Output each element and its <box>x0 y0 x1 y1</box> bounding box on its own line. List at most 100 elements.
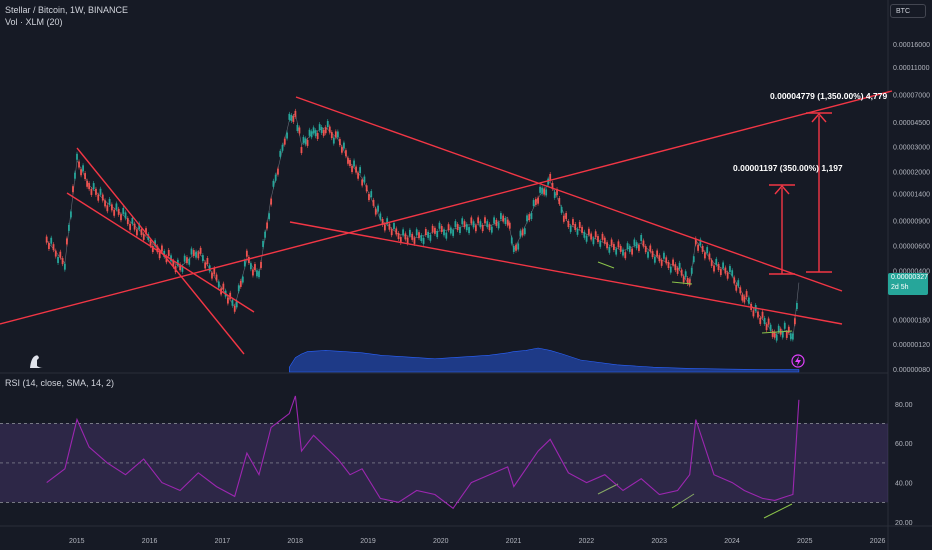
dinosaur-logo-icon[interactable] <box>30 355 43 368</box>
time-axis-tick: 2024 <box>724 538 740 545</box>
candle-body <box>314 130 317 137</box>
candle-body <box>241 276 244 283</box>
candle-body <box>215 274 218 281</box>
candle-body <box>374 208 377 215</box>
candle-body <box>108 198 111 205</box>
divergence-lines[interactable] <box>597 261 793 519</box>
candle-body <box>773 331 776 338</box>
rsi-pane <box>0 395 888 510</box>
price-axis-tick: 0.00000080 <box>893 367 930 374</box>
candle-body <box>626 243 629 250</box>
candle-body <box>783 322 786 329</box>
measure-label-upper[interactable]: 0.00004779 (1,350.00%) 4,779 <box>770 91 887 101</box>
candle-body <box>252 269 254 276</box>
lightning-alert-icon[interactable] <box>791 354 805 368</box>
trendlines[interactable] <box>0 90 893 355</box>
price-axis-tick: 0.00000120 <box>893 342 930 349</box>
candle-body <box>644 246 647 253</box>
candle-body <box>741 294 744 301</box>
candle-body <box>343 142 345 149</box>
candle-body <box>572 219 574 226</box>
candle-body <box>388 223 391 230</box>
candle-body <box>581 226 583 233</box>
candle-body <box>368 194 370 201</box>
candle-body <box>204 262 207 269</box>
candle-body <box>359 167 362 174</box>
candle-body <box>429 234 432 241</box>
candle-body <box>619 245 622 252</box>
candle-body <box>628 245 631 252</box>
time-axis-tick: 2018 <box>287 538 303 545</box>
candle-body <box>743 296 746 303</box>
candle-body <box>678 262 681 269</box>
candle-body <box>534 198 537 205</box>
candle-body <box>526 215 528 222</box>
rsi-indicator-label[interactable]: RSI (14, close, SMA, 14, 2) <box>5 378 115 388</box>
candle-body <box>708 253 711 260</box>
candle-body <box>229 292 232 299</box>
candle-body <box>409 229 411 236</box>
candle-body <box>470 217 473 224</box>
candle-body <box>338 139 341 146</box>
trendline-rising <box>0 90 893 325</box>
candle-body <box>90 188 93 195</box>
candle-body <box>386 218 389 225</box>
candle-body <box>254 264 256 271</box>
candle-body <box>266 222 268 229</box>
candle-body <box>545 189 548 196</box>
candle-body <box>495 219 498 226</box>
candle-body <box>608 246 611 253</box>
candle-body <box>791 333 794 340</box>
measure-label-lower[interactable]: 0.00001197 (350.00%) 1,197 <box>733 163 843 173</box>
candle-body <box>288 113 291 120</box>
volume-indicator-label[interactable]: Vol · XLM (20) <box>5 17 63 27</box>
candle-body <box>592 238 595 245</box>
candle-body <box>290 114 293 121</box>
candle-body <box>197 252 200 259</box>
candle-body <box>565 213 568 220</box>
last-price-tag[interactable]: 0.00000327 2d 5h <box>888 273 928 295</box>
candle-body <box>61 258 64 265</box>
candle-body <box>312 127 315 134</box>
candle-body <box>731 270 734 277</box>
time-axis[interactable]: 2015 2016 2017 2018 2019 2020 2021 2022 2023 2024… <box>69 538 885 545</box>
candle-body <box>136 229 138 236</box>
candle-body <box>785 331 788 338</box>
candle-body <box>674 264 677 271</box>
candle-body <box>672 259 674 266</box>
candle-body <box>296 125 299 132</box>
candle-body <box>158 252 161 259</box>
candle-body <box>686 278 689 285</box>
candle-body <box>334 131 337 138</box>
candle-body <box>231 299 234 306</box>
candle-body <box>48 243 50 250</box>
volume-area <box>289 347 800 373</box>
price-axis-tick: 0.00011000 <box>893 65 930 72</box>
candle-body <box>541 187 544 194</box>
candle-body <box>372 199 375 206</box>
candle-body <box>488 224 491 231</box>
candle-body <box>381 218 384 225</box>
candle-body <box>796 302 798 309</box>
candle-body <box>477 217 480 224</box>
price-axis[interactable]: 0.00016000 0.00011000 0.00007000 0.00004500… <box>893 42 930 374</box>
candle-body <box>54 250 57 257</box>
candle-body <box>345 150 347 157</box>
candle-body <box>781 331 784 338</box>
candle-body <box>777 325 780 332</box>
candle-body <box>574 223 577 230</box>
candle-body <box>151 246 154 253</box>
candle-body <box>129 223 131 230</box>
candle-body <box>190 248 193 255</box>
rsi-axis[interactable]: 80.00 60.00 40.00 20.00 <box>895 402 913 527</box>
candle-body <box>86 180 89 187</box>
candle-body <box>355 166 357 173</box>
currency-badge[interactable]: BTC <box>890 4 926 18</box>
volume-area-path <box>289 347 800 373</box>
candle-body <box>363 176 366 183</box>
candle-body <box>82 165 84 172</box>
candle-body <box>133 223 136 230</box>
candle-body <box>308 129 311 136</box>
candle-body <box>217 281 220 288</box>
